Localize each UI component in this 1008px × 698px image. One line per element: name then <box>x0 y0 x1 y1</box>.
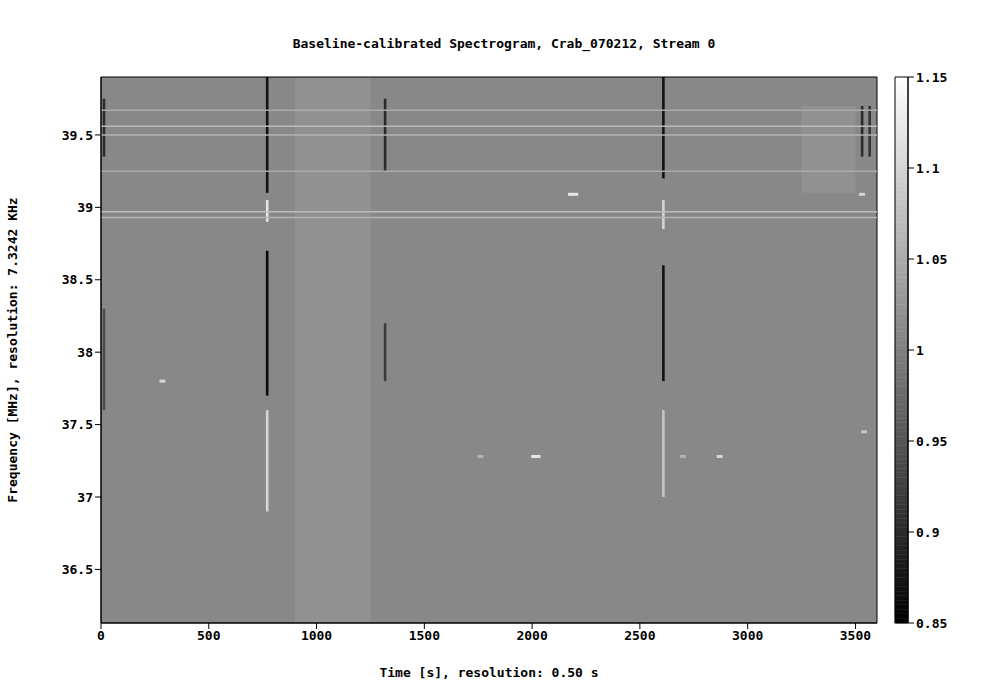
svg-text:37.5: 37.5 <box>62 417 93 432</box>
svg-text:3000: 3000 <box>732 628 763 643</box>
html-text:Baseline-calibrated Spectrogra: Baseline-calibrated Spectrogram, Crab_07… <box>292 36 716 51</box>
svg-text:39.5: 39.5 <box>62 128 93 143</box>
svg-text:Time [s], resolution: 0.50 s: Time [s], resolution: 0.50 s <box>379 665 598 680</box>
svg-text:0.95: 0.95 <box>916 434 947 449</box>
svg-text:1000: 1000 <box>301 628 332 643</box>
svg-text:36.5: 36.5 <box>62 562 93 577</box>
svg-text:38.5: 38.5 <box>62 272 93 287</box>
svg-text:2000: 2000 <box>516 628 547 643</box>
svg-text:1.05: 1.05 <box>916 252 947 267</box>
svg-text:0: 0 <box>97 628 105 643</box>
svg-text:1.1: 1.1 <box>916 161 940 176</box>
svg-text:2500: 2500 <box>624 628 655 643</box>
svg-text:3500: 3500 <box>840 628 871 643</box>
svg-text:0.85: 0.85 <box>916 616 947 631</box>
svg-text:38: 38 <box>77 345 93 360</box>
svg-text:Frequency [MHz], resolution: 7: Frequency [MHz], resolution: 7.3242 KHz <box>5 197 20 502</box>
svg-text:39: 39 <box>77 200 93 215</box>
svg-text:37: 37 <box>77 490 93 505</box>
svg-text:1.15: 1.15 <box>916 70 947 85</box>
svg-text:1: 1 <box>916 343 924 358</box>
svg-text:0.9: 0.9 <box>916 525 939 540</box>
svg-text:500: 500 <box>197 628 221 643</box>
svg-text:1500: 1500 <box>409 628 440 643</box>
